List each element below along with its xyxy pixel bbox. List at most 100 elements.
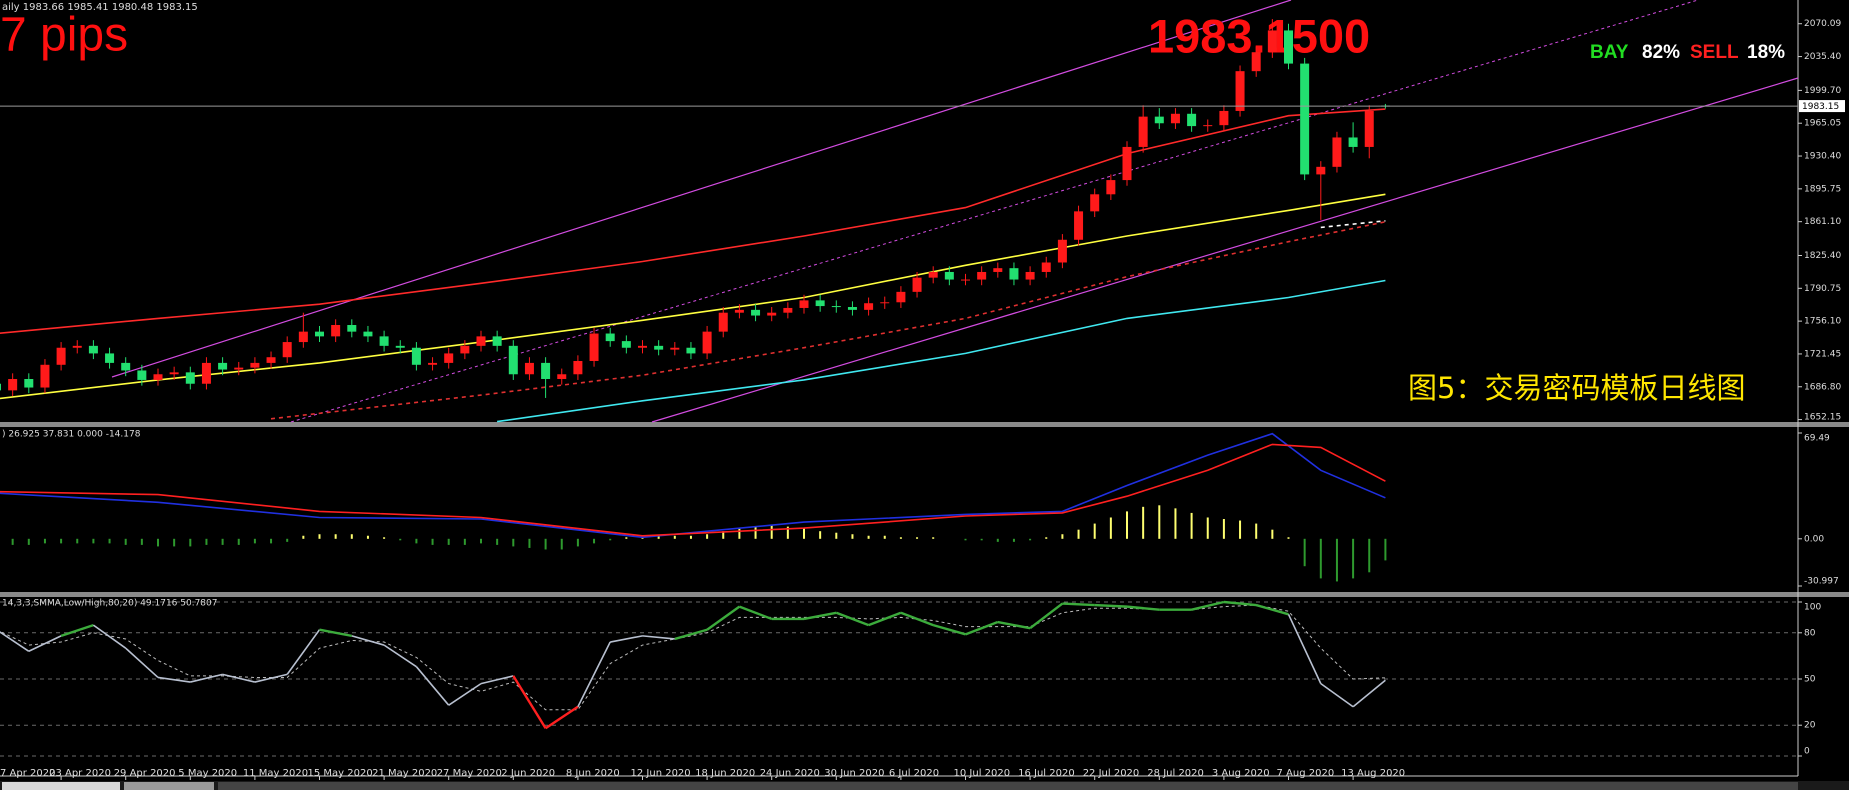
histogram-bar xyxy=(1045,537,1048,539)
y-tick-label: 2070.09 xyxy=(1804,19,1841,29)
histogram-bar xyxy=(657,535,660,539)
histogram-bar xyxy=(1287,537,1290,539)
candle-body xyxy=(1170,113,1180,124)
x-tick-label: 6 Jul 2020 xyxy=(889,768,939,779)
histogram-bar xyxy=(1093,523,1096,539)
candle-body xyxy=(1009,268,1019,280)
channel-line xyxy=(111,0,1292,378)
x-tick-label: 7 Aug 2020 xyxy=(1277,768,1335,779)
indicator-line xyxy=(0,443,1386,537)
stochastic-segment xyxy=(351,635,385,646)
caption: 图5：交易密码模板日线图 xyxy=(1408,371,1745,405)
symbol-header: aily 1983.66 1985.41 1980.48 1983.15 xyxy=(2,2,198,13)
stochastic-segment xyxy=(1191,600,1225,611)
histogram-bar xyxy=(366,535,369,539)
x-tick-label: 28 Jul 2020 xyxy=(1147,768,1204,779)
buy-percent: 82% xyxy=(1642,42,1680,63)
histogram-bar xyxy=(819,531,822,539)
stochastic-segment xyxy=(706,605,741,631)
indicator-line xyxy=(0,432,1386,539)
sell-percent: 18% xyxy=(1747,42,1785,63)
moving-average xyxy=(1320,220,1386,229)
sell-label: SELL xyxy=(1690,42,1739,63)
stochastic-segment xyxy=(92,624,127,649)
tab[interactable] xyxy=(2,782,120,790)
histogram-bar xyxy=(1368,538,1371,573)
histogram-bar xyxy=(463,538,466,545)
tab[interactable] xyxy=(124,782,214,790)
histogram-bar xyxy=(431,538,434,545)
stochastic-segment xyxy=(480,675,514,685)
histogram-bar xyxy=(883,535,886,539)
stochastic-segment xyxy=(803,611,837,621)
candle-body xyxy=(751,309,761,316)
histogram-bar xyxy=(157,538,159,547)
x-tick-label: 2 Jun 2020 xyxy=(501,768,555,779)
histogram-bar xyxy=(1319,538,1322,579)
histogram-bar xyxy=(899,537,902,539)
y-tick-label: 69.49 xyxy=(1804,434,1830,444)
candle-body xyxy=(638,345,647,348)
histogram-bar xyxy=(576,538,579,547)
stochastic-segment xyxy=(1126,605,1160,611)
candle-body xyxy=(40,364,50,388)
stochastic-segment xyxy=(1352,679,1386,708)
candle-body xyxy=(331,325,341,337)
y-tick-label: 2035.40 xyxy=(1804,52,1841,62)
histogram-bar xyxy=(1206,517,1209,539)
histogram-bar xyxy=(1077,529,1080,539)
candle-body xyxy=(718,312,728,332)
histogram-bar xyxy=(722,531,725,539)
histogram-bar xyxy=(754,526,757,539)
y-tick-label: -30.997 xyxy=(1804,577,1839,587)
candle-body xyxy=(460,345,470,354)
y-tick-label: 100 xyxy=(1804,603,1821,613)
candle-body xyxy=(847,307,857,310)
histogram-bar xyxy=(996,538,999,542)
histogram-bar xyxy=(286,538,289,542)
histogram-bar xyxy=(1271,529,1274,539)
histogram-bar xyxy=(932,537,935,539)
histogram-bar xyxy=(108,538,111,544)
stochastic-segment xyxy=(190,673,223,683)
y-tick-label: 1999.70 xyxy=(1804,86,1841,96)
candle-body xyxy=(524,362,534,375)
candle-body xyxy=(8,378,18,391)
candle-body xyxy=(266,357,276,363)
candle-body xyxy=(363,331,373,337)
y-tick-label: 1721.45 xyxy=(1804,349,1841,359)
stochastic-segment xyxy=(383,644,417,668)
candle-body xyxy=(621,341,631,348)
histogram-bar xyxy=(916,537,919,539)
candle-body xyxy=(315,331,324,337)
candle-body xyxy=(961,279,970,281)
y-tick-label: 1790.75 xyxy=(1804,284,1841,294)
x-tick-label: 8 Jun 2020 xyxy=(566,768,620,779)
histogram-bar xyxy=(92,538,95,544)
moving-average xyxy=(496,279,1386,423)
histogram-bar xyxy=(1384,538,1387,561)
histogram-bar xyxy=(786,526,789,539)
candle-body xyxy=(169,372,179,375)
candle-body xyxy=(1090,194,1100,212)
stochastic-segment xyxy=(0,631,30,652)
candle-body xyxy=(185,372,195,384)
candle-body xyxy=(56,347,66,365)
candle-body xyxy=(912,277,922,292)
histogram-bar xyxy=(964,538,967,541)
histogram-bar xyxy=(625,537,628,539)
histogram-bar xyxy=(27,538,30,545)
stochastic-segment xyxy=(254,673,288,683)
moving-average xyxy=(0,108,1386,334)
candle-body xyxy=(767,312,777,316)
candle-body xyxy=(993,268,1003,272)
scrollbar[interactable] xyxy=(218,782,1798,790)
histogram-bar xyxy=(140,538,143,545)
candle-body xyxy=(72,345,82,348)
x-tick-label: 12 Jun 2020 xyxy=(631,768,691,779)
x-tick-label: 24 Jun 2020 xyxy=(760,768,820,779)
histogram-bar xyxy=(673,535,676,539)
candle-body xyxy=(1138,116,1148,147)
x-tick-label: 23 Apr 2020 xyxy=(49,768,111,779)
